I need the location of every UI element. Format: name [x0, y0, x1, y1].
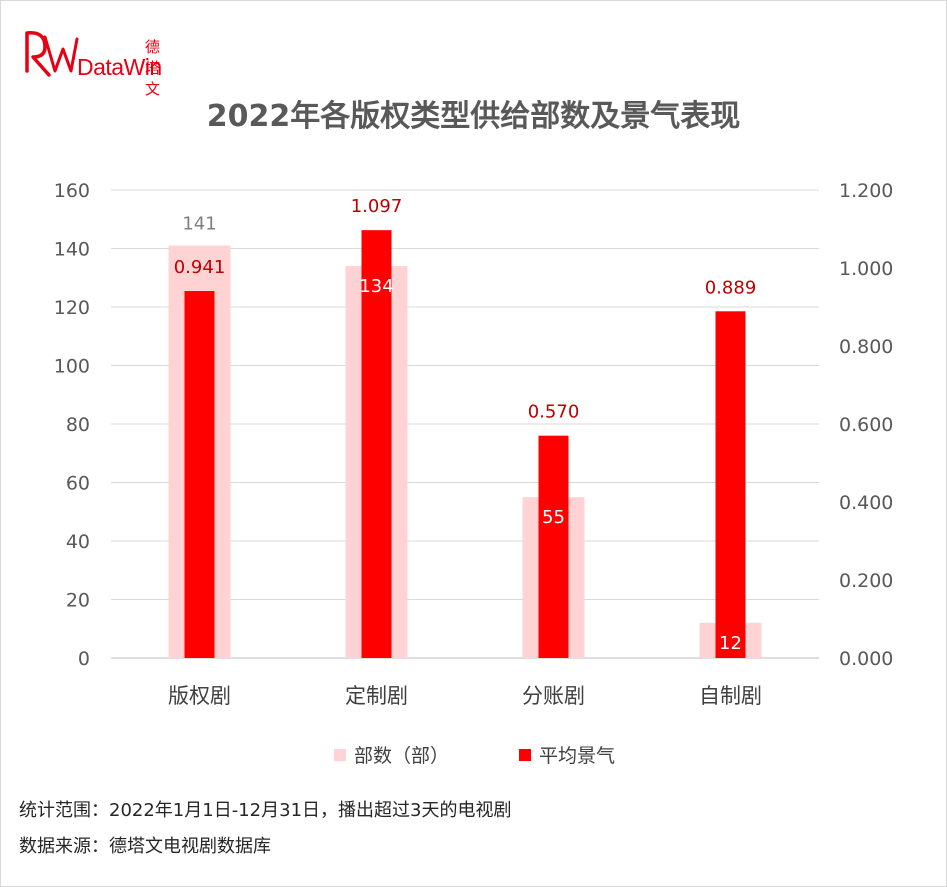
y-left-tick-label: 160: [54, 180, 90, 202]
logo-brand-cn: 德塔文: [145, 38, 162, 98]
y-right-tick-label: 1.200: [839, 180, 893, 202]
y-left-tick-label: 40: [66, 531, 90, 553]
chart-legend: 部数（部） 平均景气: [1, 741, 946, 767]
legend-label-index: 平均景气: [539, 745, 616, 767]
data-label-count: 141: [182, 214, 216, 235]
x-category-label: 定制剧: [345, 684, 408, 708]
y-left-tick-label: 140: [54, 239, 90, 261]
chart-plot: 0 20 40 60 80 100 120 140 160 0.000 0.200 0.400 0.60…: [54, 180, 894, 708]
legend-item-count: 部数（部）: [334, 741, 449, 768]
logo-brand-en: DataWin: [77, 54, 162, 80]
y-left-tick-label: 120: [54, 297, 90, 319]
y-left-tick-label: 100: [54, 356, 90, 378]
datawin-logo: 德塔文 DataWin: [23, 27, 173, 98]
data-label-count: 55: [542, 507, 565, 528]
bar-index: [538, 435, 569, 658]
x-category-label: 自制剧: [699, 684, 762, 708]
bar-index: [715, 311, 746, 658]
data-label-count: 134: [359, 276, 393, 297]
bar-index: [184, 291, 215, 658]
chart-title: 2022年各版权类型供给部数及景气表现: [206, 99, 741, 134]
y-right-tick-label: 0.200: [839, 570, 893, 592]
y-right-tick-label: 1.000: [839, 258, 893, 280]
y-left-tick-label: 20: [66, 590, 90, 612]
footnote-source: 数据来源：德塔文电视剧数据库: [19, 836, 271, 857]
legend-swatch-count: [334, 748, 346, 761]
y-right-tick-label: 0.400: [839, 492, 893, 514]
data-label-index: 1.097: [351, 196, 403, 217]
y-right-tick-label: 0.000: [839, 648, 893, 670]
datawin-logo-mark: [25, 31, 79, 77]
legend-item-index: 平均景气: [519, 741, 615, 768]
y-left-tick-label: 0: [78, 648, 90, 670]
legend-label-count: 部数（部）: [354, 745, 450, 767]
data-label-index: 0.941: [174, 257, 226, 278]
data-label-index: 0.570: [528, 402, 580, 423]
x-category-label: 分账剧: [522, 684, 585, 708]
bar-index: [361, 230, 392, 659]
y-left-tick-label: 60: [66, 473, 90, 495]
y-right-tick-label: 0.800: [839, 336, 893, 358]
data-label-index: 0.889: [705, 277, 757, 298]
data-label-count: 12: [719, 633, 742, 654]
y-right-tick-label: 0.600: [839, 414, 893, 436]
footnote-scope: 统计范围：2022年1月1日-12月31日，播出超过3天的电视剧: [19, 800, 512, 821]
x-category-label: 版权剧: [168, 684, 231, 708]
y-left-tick-label: 80: [66, 414, 90, 436]
legend-swatch-index: [519, 748, 531, 761]
